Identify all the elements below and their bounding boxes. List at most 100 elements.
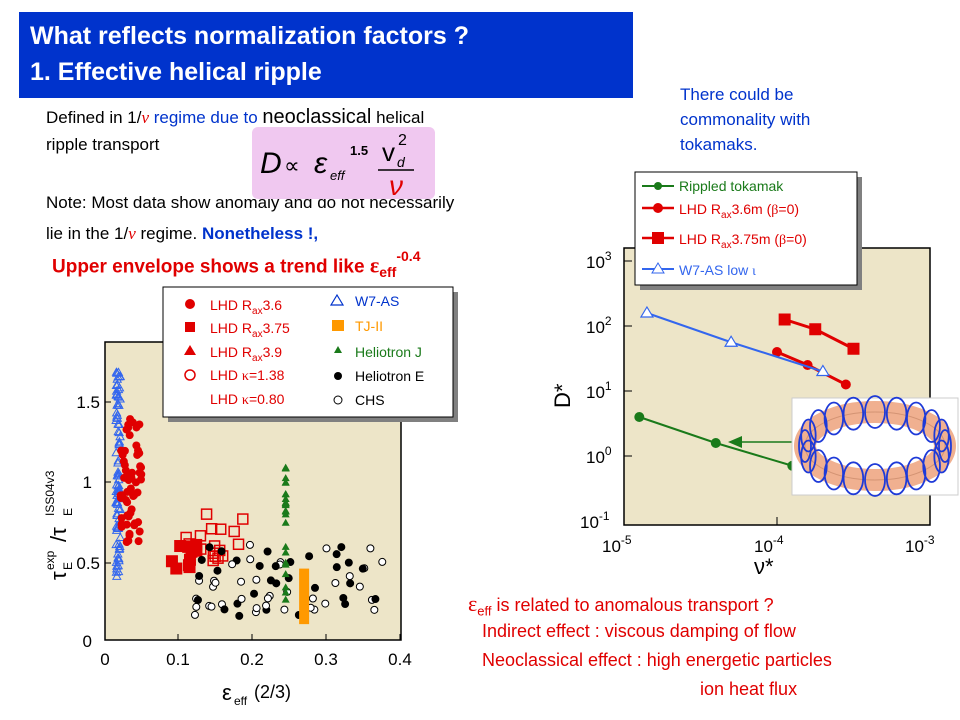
heliotron-e-point bbox=[341, 600, 350, 609]
torus-coil bbox=[922, 409, 941, 443]
w7as-point bbox=[114, 541, 125, 550]
legend-box bbox=[162, 286, 454, 418]
lhd-open-square bbox=[200, 508, 213, 520]
w7as-point bbox=[113, 503, 124, 512]
eq-D: D bbox=[260, 147, 282, 180]
lhd-point bbox=[124, 423, 133, 432]
left-xlabel-eff: eff bbox=[234, 694, 248, 708]
w7as-point bbox=[113, 372, 123, 381]
legend-label: LHD Rax3.6m (β=0) bbox=[679, 201, 799, 221]
heliotron-j-point bbox=[281, 548, 290, 556]
w7as-point bbox=[115, 532, 126, 542]
chs-point bbox=[245, 540, 254, 549]
left-x-tick: 0.4 bbox=[388, 650, 412, 669]
w7as-point bbox=[112, 510, 122, 519]
right-series bbox=[634, 305, 860, 471]
envelope-main: Upper envelope shows a trend like bbox=[52, 256, 370, 278]
left-y-tick: 1.5 bbox=[76, 393, 100, 412]
right-chart: 103 102 101 100 10-1 10-5 10-4 10-3 ν* D… bbox=[550, 171, 959, 579]
chs-point bbox=[228, 560, 237, 569]
bottom-line-3: Neoclassical effect : high energetic par… bbox=[482, 650, 832, 670]
lhd-point bbox=[134, 537, 143, 546]
heliotron-j-point bbox=[281, 494, 290, 502]
heliotron-e-point bbox=[266, 576, 275, 585]
left-legend: LHD Rax3.6 LHD Rax3.75 LHD Rax3.9 LHD κ=… bbox=[162, 286, 458, 422]
legend-label: Heliotron J bbox=[355, 344, 422, 360]
envelope-eps: ε bbox=[369, 252, 380, 278]
chs-point bbox=[252, 604, 261, 613]
legend-label: W7-AS bbox=[355, 293, 399, 309]
left-x-tick: 0 bbox=[100, 650, 109, 669]
legend-label: Heliotron E bbox=[355, 368, 424, 384]
title-line-2: 1. Effective helical ripple bbox=[30, 58, 322, 86]
commonality-line: commonality with bbox=[680, 110, 811, 129]
chs-point bbox=[321, 599, 330, 608]
chs-point bbox=[211, 578, 220, 587]
legend-label: CHS bbox=[355, 392, 385, 408]
w7as-point bbox=[114, 400, 124, 409]
equation-svg: D ∝ ε eff 1.5 v d 2 ν bbox=[260, 132, 414, 201]
right-ylabel: D* bbox=[550, 383, 575, 408]
legend-marker bbox=[654, 182, 662, 190]
torus-coil bbox=[798, 429, 812, 463]
lhd-open-square bbox=[228, 525, 240, 538]
lhd-open-square bbox=[232, 538, 245, 551]
bottom-text: is related to anomalous transport ? bbox=[491, 595, 774, 615]
ylabel-slash: /τ bbox=[46, 527, 71, 542]
lhd-point bbox=[129, 492, 138, 501]
legend-marker bbox=[334, 372, 342, 380]
chs-point bbox=[207, 602, 216, 611]
heliotron-j-point bbox=[281, 558, 290, 566]
eq-eff: eff bbox=[330, 168, 346, 183]
left-y-tick: 1 bbox=[83, 473, 92, 492]
lhd-point bbox=[121, 466, 130, 475]
ylabel-iss: ISS04v3 bbox=[43, 470, 57, 516]
w7as-point bbox=[113, 426, 124, 436]
lhd-point bbox=[135, 527, 144, 536]
legend-marker bbox=[185, 322, 195, 332]
w7as-point bbox=[114, 538, 124, 548]
torus-coil bbox=[933, 439, 950, 474]
legend-label: LHD Rax3.6 bbox=[210, 297, 282, 317]
heliotron-j-point bbox=[281, 518, 290, 526]
lhd-point bbox=[134, 518, 143, 527]
bottom-eps: ε bbox=[468, 591, 478, 616]
w7as-point bbox=[639, 305, 655, 318]
heliotron-e-point bbox=[310, 583, 319, 592]
left-ylabel: τ E exp /τ E ISS04v3 bbox=[43, 470, 75, 580]
chs-point bbox=[237, 594, 246, 603]
torus-coil bbox=[922, 449, 941, 483]
heliotron-e-point bbox=[337, 543, 346, 552]
rippled-tokamak-point bbox=[710, 438, 721, 448]
legend-marker bbox=[651, 262, 665, 274]
intro-line-1: Defined in 1/ν regime due to neoclassica… bbox=[46, 106, 424, 129]
heliotron-e-point bbox=[332, 563, 341, 572]
legend-marker bbox=[333, 395, 343, 405]
envelope-sup: -0.4 bbox=[396, 248, 421, 264]
ylabel-E2: E bbox=[61, 508, 75, 516]
heliotron-j-point bbox=[281, 595, 290, 603]
intro-text: Defined in 1/ bbox=[46, 108, 142, 127]
heliotron-e-point bbox=[217, 547, 226, 556]
heliotron-e-point bbox=[255, 561, 264, 570]
heliotron-j-point bbox=[281, 583, 290, 591]
chs-point bbox=[237, 577, 246, 586]
left-y-tick: 0 bbox=[83, 632, 92, 651]
envelope-text: Upper envelope shows a trend like εeff-0… bbox=[52, 248, 420, 280]
heliotron-e-point bbox=[332, 550, 341, 559]
legend-marker bbox=[184, 345, 196, 355]
legend-marker bbox=[185, 299, 195, 309]
title-line-1: What reflects normalization factors ? bbox=[30, 22, 469, 50]
torus-coils bbox=[798, 395, 952, 497]
legend-label: LHD κ=1.38 bbox=[210, 367, 285, 384]
w7as-point bbox=[112, 549, 123, 558]
lhd-375-point bbox=[809, 323, 822, 336]
lhd-375-point bbox=[778, 313, 791, 326]
chs-point bbox=[370, 605, 379, 614]
eq-nu: ν bbox=[389, 170, 403, 199]
heliotron-j-point bbox=[281, 510, 290, 518]
w7as-point bbox=[111, 407, 122, 417]
right-legend: Rippled tokamak LHD Rax3.6m (β=0) LHD Ra… bbox=[634, 171, 862, 290]
eq-eps: ε bbox=[314, 147, 328, 180]
